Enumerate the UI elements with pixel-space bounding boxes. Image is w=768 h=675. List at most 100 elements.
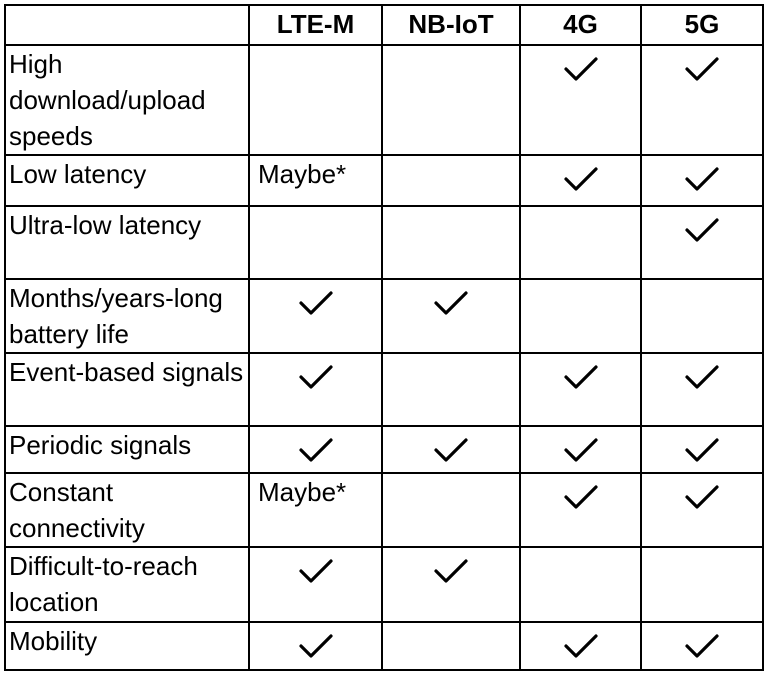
cell (640, 425, 764, 474)
table-row: Ultra-low latency (4, 205, 764, 280)
cell (640, 154, 764, 207)
cell (519, 546, 642, 623)
cell (640, 278, 764, 354)
cell (248, 546, 383, 623)
check-stroke (563, 438, 598, 462)
row-label: Event-based signals (4, 352, 250, 427)
check-stroke (298, 291, 333, 315)
checkmark (685, 634, 719, 658)
cell (519, 425, 642, 474)
cell (248, 425, 383, 474)
table-row: Months/years-long battery life (4, 278, 764, 354)
cell (248, 352, 383, 427)
column-header: 5G (640, 4, 764, 46)
checkmark (298, 634, 333, 658)
checkmark (685, 485, 719, 509)
checkmark (563, 365, 598, 389)
cell (640, 546, 764, 623)
check-stroke (685, 167, 719, 191)
header-row: LTE-M NB-IoT 4G 5G (4, 4, 764, 46)
cell (381, 44, 521, 156)
cell (381, 425, 521, 474)
cell (519, 472, 642, 548)
cell (381, 352, 521, 427)
column-header: NB-IoT (381, 4, 521, 46)
cell (248, 621, 383, 671)
checkmark (434, 291, 468, 315)
check-stroke (298, 634, 333, 658)
check-stroke (298, 559, 333, 583)
row-label: Months/years-long battery life (4, 278, 250, 354)
cell (519, 621, 642, 671)
table-row: Event-based signals (4, 352, 764, 427)
check-stroke (685, 485, 719, 509)
cell: Maybe* (248, 154, 383, 207)
checkmark (298, 559, 333, 583)
checkmark (298, 291, 333, 315)
table-row: Constant connectivity Maybe* (4, 472, 764, 548)
checkmark (563, 634, 598, 658)
checkmark (563, 167, 598, 191)
check-stroke (685, 218, 719, 242)
row-label: Periodic signals (4, 425, 250, 474)
row-label: Difficult-to-reach location (4, 546, 250, 623)
check-stroke (434, 438, 468, 462)
checkmark (685, 218, 719, 242)
check-stroke (434, 559, 468, 583)
cell (381, 621, 521, 671)
check-stroke (685, 634, 719, 658)
row-label: High download/upload speeds (4, 44, 250, 156)
cell (381, 546, 521, 623)
cell (519, 44, 642, 156)
cell (519, 352, 642, 427)
cell (519, 278, 642, 354)
table-row: Periodic signals (4, 425, 764, 474)
cell (381, 154, 521, 207)
checkmark (685, 438, 719, 462)
corner-cell (4, 4, 250, 46)
checkmark (563, 57, 598, 81)
table-row: High download/upload speeds (4, 44, 764, 156)
comparison-table: LTE-M NB-IoT 4G 5G High download/upload spe… (4, 4, 764, 671)
cell (640, 205, 764, 280)
checkmark (685, 365, 719, 389)
checkmark (298, 438, 333, 462)
check-stroke (563, 485, 598, 509)
column-header: 4G (519, 4, 642, 46)
row-label: Mobility (4, 621, 250, 671)
row-label: Ultra-low latency (4, 205, 250, 280)
checkmark (685, 57, 719, 81)
table-body: High download/upload speeds Low latency Ma… (4, 44, 764, 671)
cell (519, 154, 642, 207)
cell (519, 205, 642, 280)
cell (381, 205, 521, 280)
cell (381, 278, 521, 354)
column-header: LTE-M (248, 4, 383, 46)
table-row: Difficult-to-reach location (4, 546, 764, 623)
cell (640, 621, 764, 671)
cell (248, 205, 383, 280)
check-stroke (563, 634, 598, 658)
cell (640, 472, 764, 548)
checkmark (685, 167, 719, 191)
checkmark (563, 438, 598, 462)
row-label: Low latency (4, 154, 250, 207)
cell (248, 44, 383, 156)
check-stroke (563, 365, 598, 389)
cell (248, 278, 383, 354)
check-stroke (685, 365, 719, 389)
check-stroke (563, 57, 598, 81)
cell (640, 44, 764, 156)
row-label: Constant connectivity (4, 472, 250, 548)
cell (640, 352, 764, 427)
check-stroke (298, 438, 333, 462)
check-stroke (685, 438, 719, 462)
checkmark (563, 485, 598, 509)
cell (381, 472, 521, 548)
cell: Maybe* (248, 472, 383, 548)
checkmark (298, 365, 333, 389)
check-stroke (563, 167, 598, 191)
check-stroke (685, 57, 719, 81)
checkmark (434, 438, 468, 462)
